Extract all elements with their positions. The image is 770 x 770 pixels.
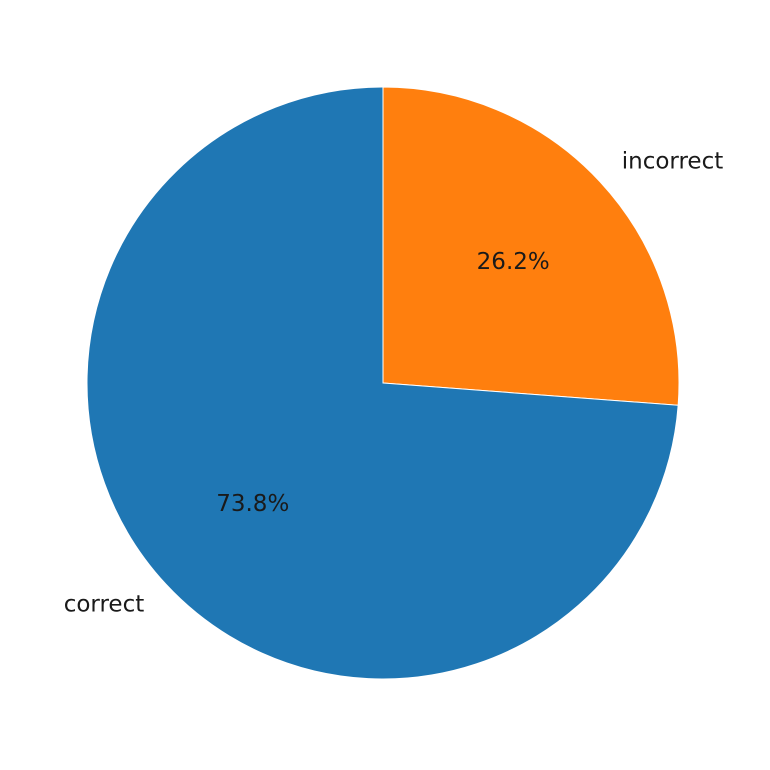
pie-pct-label-correct: 73.8% — [216, 491, 289, 517]
pie-slices — [86, 86, 680, 680]
pie-labels: 26.2% incorrect 73.8% correct — [64, 149, 724, 618]
pie-slice-incorrect — [382, 86, 680, 406]
pie-pct-label-incorrect: 26.2% — [477, 249, 550, 275]
pie-slice-correct — [86, 86, 679, 680]
pie-category-label-incorrect: incorrect — [622, 149, 724, 175]
pie-category-label-correct: correct — [64, 591, 145, 617]
